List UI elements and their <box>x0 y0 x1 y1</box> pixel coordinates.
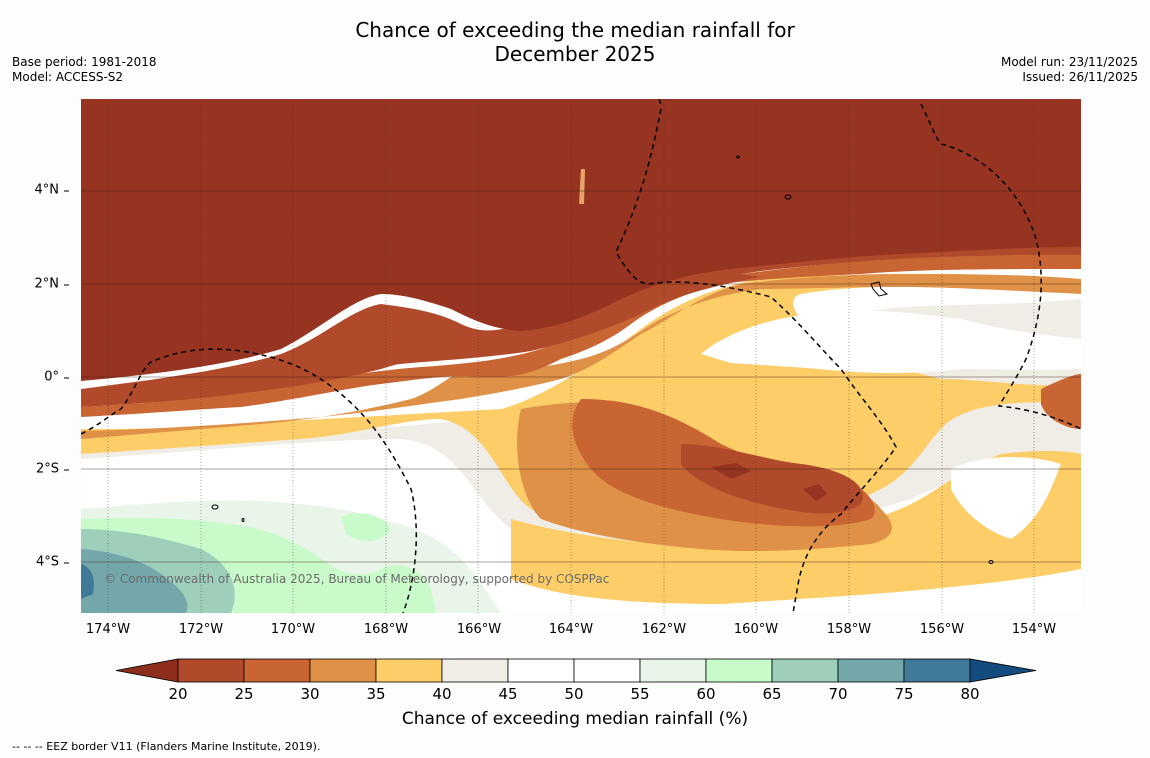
eez-footnote: -- -- -- EEZ border V11 (Flanders Marine… <box>12 740 321 753</box>
lon-label-166w: 166°W <box>456 622 502 637</box>
map-title-line2: December 2025 <box>494 42 656 66</box>
lat-label-4s: 4°S <box>36 555 70 570</box>
band-20-25-north <box>81 274 761 399</box>
region-45-55 <box>701 310 1081 539</box>
colorbar-extend-low <box>115 658 179 683</box>
colorbar-cell-55-60 <box>639 658 707 683</box>
colorbar-cell-65-70 <box>771 658 839 683</box>
map-title-line1: Chance of exceeding the median rainfall … <box>355 18 795 42</box>
lat-label-2s: 2°S <box>36 462 70 477</box>
band-35-40-south <box>511 450 1081 604</box>
colorbar-extend-high <box>969 658 1037 683</box>
patch-dark-2 <box>803 484 827 501</box>
colorbar <box>115 658 1037 683</box>
lon-label-160w: 160°W <box>733 622 779 637</box>
colorbar-tick-30: 30 <box>300 685 320 703</box>
colorbar-tick-35: 35 <box>366 685 386 703</box>
lon-label-162w: 162°W <box>641 622 687 637</box>
colorbar-cell-20-25 <box>177 658 245 683</box>
lon-label-174w: 174°W <box>85 622 131 637</box>
colorbar-cell-35-40 <box>375 658 443 683</box>
copyright-credit: © Commonwealth of Australia 2025, Bureau… <box>104 572 610 586</box>
colorbar-tick-60: 60 <box>696 685 716 703</box>
rainfall-map-svg <box>81 99 1081 613</box>
colorbar-tick-75: 75 <box>894 685 914 703</box>
colorbar-title: Chance of exceeding median rainfall (%) <box>401 709 749 729</box>
colorbar-cell-40-45 <box>441 658 509 683</box>
lat-label-4n: 4°N <box>35 183 70 198</box>
run-info: Model run: 23/11/2025 Issued: 26/11/2025 <box>1001 55 1138 85</box>
band-70-75 <box>81 549 188 613</box>
colorbar-cell-50-55 <box>573 658 641 683</box>
band-below-20 <box>81 99 1081 381</box>
map-title: Chance of exceeding the median rainfall … <box>0 18 1150 66</box>
colorbar-cell-75-80 <box>903 658 971 683</box>
colorbar-tick-55: 55 <box>630 685 650 703</box>
base-period: Base period: 1981-2018 <box>12 55 157 69</box>
lon-label-172w: 172°W <box>178 622 224 637</box>
islands <box>211 155 994 564</box>
rainfall-map <box>81 99 1081 613</box>
colorbar-tick-50: 50 <box>564 685 584 703</box>
issued-date: Issued: 26/11/2025 <box>1022 70 1138 84</box>
lon-label-170w: 170°W <box>270 622 316 637</box>
model-info: Base period: 1981-2018 Model: ACCESS-S2 <box>12 55 157 85</box>
lon-label-164w: 164°W <box>548 622 594 637</box>
colorbar-tick-20: 20 <box>168 685 188 703</box>
patch-yellow-1 <box>689 409 709 421</box>
model-name: Model: ACCESS-S2 <box>12 70 124 84</box>
lon-label-156w: 156°W <box>919 622 965 637</box>
patch-dark-1 <box>711 463 751 479</box>
band-25-30 <box>81 254 1081 527</box>
colorbar-cell-60-65 <box>705 658 773 683</box>
band-75-80 <box>81 564 94 599</box>
patch-orange-1 <box>1041 374 1081 429</box>
lon-label-168w: 168°W <box>363 622 409 637</box>
colorbar-cell-70-75 <box>837 658 905 683</box>
model-run: Model run: 23/11/2025 <box>1000 55 1138 69</box>
patch-light-1 <box>579 169 585 204</box>
colorbar-tick-40: 40 <box>432 685 452 703</box>
colorbar-tick-65: 65 <box>762 685 782 703</box>
lat-label-2n: 2°N <box>35 277 70 292</box>
colorbar-tick-45: 45 <box>498 685 518 703</box>
eez-borders <box>81 99 1081 613</box>
colorbar-cell-45-50 <box>507 658 575 683</box>
colorbar-tick-25: 25 <box>234 685 254 703</box>
colorbar-cell-25-30 <box>243 658 311 683</box>
colorbar-tick-70: 70 <box>828 685 848 703</box>
lon-label-154w: 154°W <box>1011 622 1057 637</box>
lon-label-158w: 158°W <box>826 622 872 637</box>
lat-lines <box>81 190 1081 563</box>
lat-label-0: 0° <box>44 370 69 385</box>
colorbar-cell-30-35 <box>309 658 377 683</box>
colorbar-tick-80: 80 <box>960 685 980 703</box>
